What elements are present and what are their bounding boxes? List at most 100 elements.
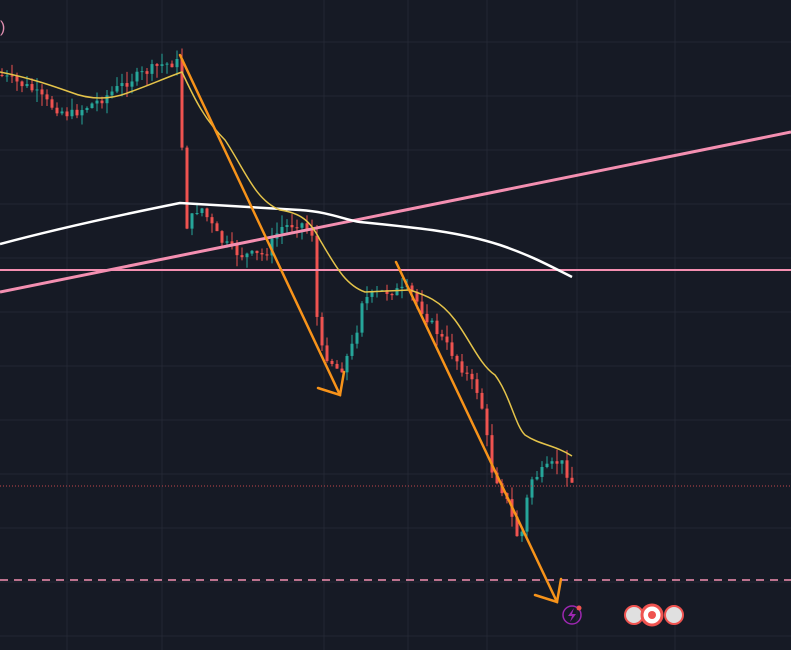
candle-body [150,64,154,74]
candle-body [200,208,204,213]
candle-body [75,109,79,116]
candle-body [440,334,444,337]
candle-body [315,235,319,317]
candle-body [360,303,364,333]
candle-body [385,290,389,294]
candle-body [190,213,194,229]
candle-body [355,332,359,344]
candle-body [325,345,329,361]
candle-body [140,71,144,73]
candle-body [185,147,189,229]
candle-body [225,241,229,243]
event-icons [562,603,684,627]
candle-body [220,231,224,243]
candle-body [445,336,449,343]
candle-body [550,461,554,464]
moving-average-long [0,201,573,279]
candle-body [420,301,424,314]
candle-body [210,217,214,224]
candle-body [345,355,349,373]
candle-body [15,75,19,82]
candle-body [50,99,54,108]
candle-body [165,63,169,65]
candle-body [300,223,304,228]
candle-body [0,75,4,76]
arrowhead-1 [316,370,346,397]
candle-body [430,320,434,323]
candle-body [365,296,369,304]
candle-body [170,63,174,68]
candle-body [400,286,404,289]
notification-dot [576,605,582,611]
candle-body [535,476,539,480]
candle-body [270,238,274,256]
candle-body [435,320,439,335]
candle-body [155,64,159,66]
candle-body [205,208,209,218]
candle-body [415,291,419,302]
candle-body [195,212,199,214]
candle-body [455,355,459,362]
candle-body [555,461,559,464]
arrowhead-2 [533,577,563,604]
candle-body [285,225,289,227]
candle-body [130,81,134,87]
candle-body [235,244,239,256]
arrow-1 [178,53,342,397]
candle-body [560,460,564,464]
candle-body [475,379,479,393]
candle-body [545,463,549,468]
candle-body [525,497,529,532]
trend-line [0,130,791,294]
candle-body [180,58,184,148]
candle-body [265,254,269,256]
flag-center [648,611,656,619]
candle-body [370,291,374,297]
candle-body [350,343,354,356]
candle-body [465,372,469,374]
candle-body [470,373,474,380]
candle-body [100,100,104,104]
legend-fragment: ) [0,19,5,36]
arrows [178,53,563,604]
candle-body [10,75,14,77]
candle-body [570,477,574,483]
arrow-2 [394,260,559,604]
candle-body [295,227,299,229]
candle-body [245,253,249,258]
candle-body [480,392,484,409]
candle-body [160,64,164,66]
candle-body [120,83,124,87]
candle-body [395,288,399,296]
candle-body [30,84,34,91]
lightning-icon[interactable] [562,605,582,625]
moving-average-short [0,71,573,457]
candle-body [215,223,219,232]
candle-body [260,253,264,255]
candle-body [60,111,64,114]
candle-body [460,361,464,373]
candle-body [340,368,344,373]
candle-body [85,108,89,111]
candle-body [255,250,259,254]
candle-body [40,89,44,95]
candle-body [240,255,244,258]
flag-icon[interactable] [664,605,684,625]
candle-body [55,107,59,114]
flag-icon[interactable] [624,605,644,625]
candle-body [490,435,494,473]
candle-body [450,342,454,356]
candle-body [320,316,324,346]
candle-body [65,111,69,117]
candle-body [280,226,284,234]
candle-body [125,83,129,87]
candle-body [35,89,39,91]
candle-body [90,103,94,109]
candle-body [485,408,489,436]
candle-body [520,531,524,537]
candle-body [45,94,49,100]
candle-body [515,516,519,537]
candle-body [390,293,394,296]
